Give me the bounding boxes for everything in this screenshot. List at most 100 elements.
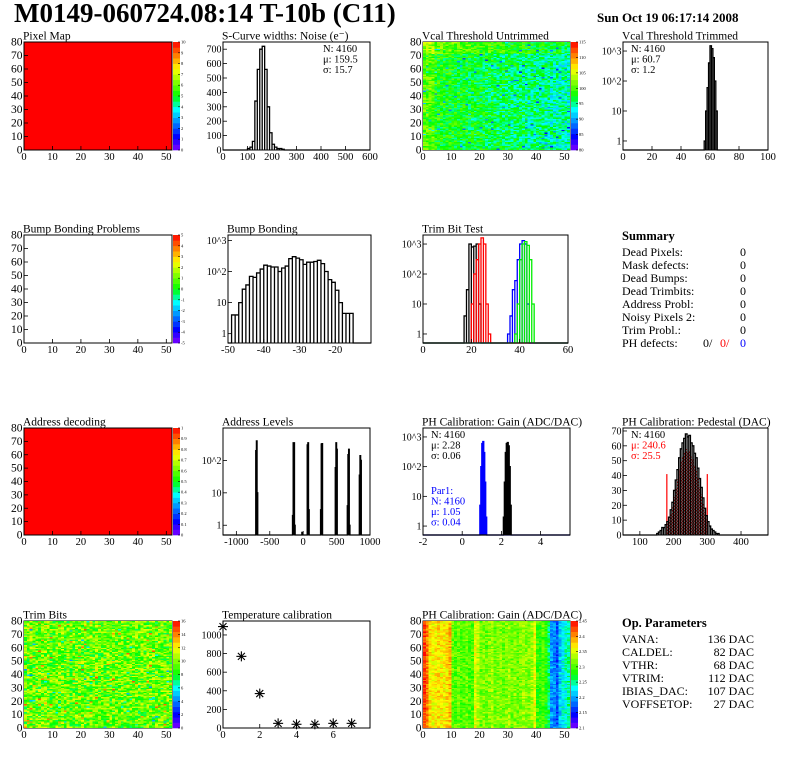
x-tick-label: 200 bbox=[264, 152, 280, 163]
palette-label: 2.1 bbox=[579, 726, 585, 731]
stats-line: μ: 60.7 bbox=[631, 55, 661, 66]
y-tick-label: 800 bbox=[207, 649, 222, 660]
summary-row: Dead Trimbits: 0 bbox=[622, 285, 782, 298]
palette-swatch bbox=[173, 529, 180, 536]
y-tick-label: 700 bbox=[207, 45, 222, 56]
summary-label: Mask defects: bbox=[622, 258, 689, 272]
y-tick-label: 60 bbox=[612, 441, 622, 452]
palette-swatch bbox=[173, 647, 180, 654]
x-tick-label: 100 bbox=[760, 152, 776, 163]
x-tick-label: 0 bbox=[620, 152, 625, 163]
stats-line: N: 4160 bbox=[631, 44, 665, 55]
op-parameter-value: 27 DAC bbox=[713, 697, 754, 711]
palette-swatch bbox=[571, 663, 578, 670]
y-tick-label: 10^2 bbox=[202, 456, 222, 467]
summary-label: Address Probl: bbox=[622, 297, 694, 311]
stats-line: σ: 1.2 bbox=[631, 65, 655, 76]
palette-swatch bbox=[173, 428, 180, 434]
map-fill bbox=[24, 42, 172, 150]
map-cells bbox=[423, 621, 570, 728]
y-tick-label: 60 bbox=[11, 642, 23, 654]
palette-swatch bbox=[571, 79, 578, 86]
y-tick-label: 0 bbox=[217, 146, 222, 157]
stats-line: μ: 2.28 bbox=[431, 441, 461, 452]
histogram-series bbox=[423, 237, 568, 344]
x-tick-label: 300 bbox=[699, 537, 715, 548]
palette-swatch bbox=[173, 79, 180, 86]
x-tick-label: 100 bbox=[240, 152, 256, 163]
y-tick-label: 10 bbox=[217, 298, 227, 309]
stats-line: σ: 15.7 bbox=[323, 65, 353, 76]
y-tick-label: 30 bbox=[410, 682, 422, 694]
plot-frame bbox=[222, 427, 371, 536]
x-tick-label: 40 bbox=[133, 152, 144, 163]
palette-label: 2 bbox=[181, 265, 183, 270]
summary-label: PH defects: bbox=[622, 336, 678, 350]
plot-frame bbox=[222, 620, 371, 729]
plot-frame bbox=[422, 234, 569, 344]
palette-swatch bbox=[571, 669, 578, 675]
palette-swatch bbox=[571, 701, 578, 707]
x-tick-label: 500 bbox=[338, 152, 354, 163]
palette-label: 10 bbox=[181, 659, 186, 664]
y-tick-label: 0 bbox=[17, 145, 23, 157]
x-tick-label: 0 bbox=[21, 730, 26, 741]
y-tick-label: 70 bbox=[11, 50, 23, 62]
x-tick-label: 30 bbox=[503, 152, 514, 163]
histogram-series bbox=[623, 45, 768, 151]
palette-swatch bbox=[173, 637, 180, 643]
y-tick-label: 70 bbox=[410, 50, 422, 62]
panel-title: PH Calibration: Gain (ADC/DAC) bbox=[422, 417, 582, 429]
x-tick-label: 400 bbox=[733, 537, 749, 548]
palette-label: 90 bbox=[579, 117, 584, 122]
op-parameter-value: 68 DAC bbox=[713, 658, 754, 672]
y-tick-label: 50 bbox=[410, 656, 422, 668]
palette-label: 2.35 bbox=[579, 649, 588, 654]
map-fill bbox=[24, 428, 172, 535]
summary-row: Dead Bumps: 0 bbox=[622, 272, 782, 285]
palette-swatch bbox=[173, 481, 180, 488]
palette-swatch bbox=[571, 69, 578, 75]
op-parameter-label: VTHR: bbox=[622, 658, 658, 672]
palette-swatch bbox=[173, 240, 180, 247]
summary-value: 0 bbox=[740, 284, 746, 298]
palette-swatch bbox=[173, 262, 180, 268]
palette-swatch bbox=[571, 626, 578, 632]
palette-label: 2 bbox=[181, 712, 183, 717]
y-tick-label: 500 bbox=[207, 74, 222, 85]
palette-swatch bbox=[173, 123, 180, 129]
x-tick-label: 10 bbox=[47, 730, 58, 741]
map-cells bbox=[423, 42, 570, 150]
palette-label: 16 bbox=[181, 619, 186, 624]
summary-row-ph-defects: PH defects: 0/ 0/ 0 bbox=[622, 337, 782, 350]
plot-frame bbox=[622, 427, 769, 536]
op-parameter-label: CALDEL: bbox=[622, 645, 673, 659]
palette-label: 0.3 bbox=[181, 500, 187, 505]
palette-swatch bbox=[173, 289, 180, 295]
y-tick-label: 70 bbox=[410, 629, 422, 641]
op-parameter-label: VOFFSETOP: bbox=[622, 697, 693, 711]
stats-line: σ: 0.06 bbox=[431, 451, 461, 462]
palette-swatch bbox=[571, 52, 578, 59]
histogram-series bbox=[423, 241, 568, 344]
x-tick-label: 30 bbox=[104, 730, 115, 741]
x-tick-label: 1000 bbox=[360, 537, 381, 548]
x-tick-label: 4 bbox=[294, 730, 300, 741]
y-tick-label: 40 bbox=[612, 471, 622, 482]
palette-swatch bbox=[173, 133, 180, 140]
x-tick-label: 50 bbox=[559, 730, 570, 741]
stats-line: μ: 1.05 bbox=[431, 507, 461, 518]
palette-swatch bbox=[571, 706, 578, 713]
summary-label: Noisy Pixels 2: bbox=[622, 310, 696, 324]
palette-swatch bbox=[571, 690, 578, 697]
x-tick-label: -500 bbox=[260, 537, 279, 548]
y-tick-label: 10^2 bbox=[402, 270, 422, 281]
palette-swatch bbox=[173, 117, 180, 124]
palette-swatch bbox=[173, 52, 180, 59]
palette-swatch bbox=[173, 438, 180, 445]
palette-swatch bbox=[173, 433, 180, 439]
palette-swatch bbox=[571, 128, 578, 135]
y-tick-label: 60 bbox=[410, 642, 422, 654]
palette-swatch bbox=[173, 69, 180, 75]
panel-ph-gain-map: PH Calibration: Gain (ADC/DAC) 2.1 2.15 2.2… bbox=[410, 610, 588, 742]
